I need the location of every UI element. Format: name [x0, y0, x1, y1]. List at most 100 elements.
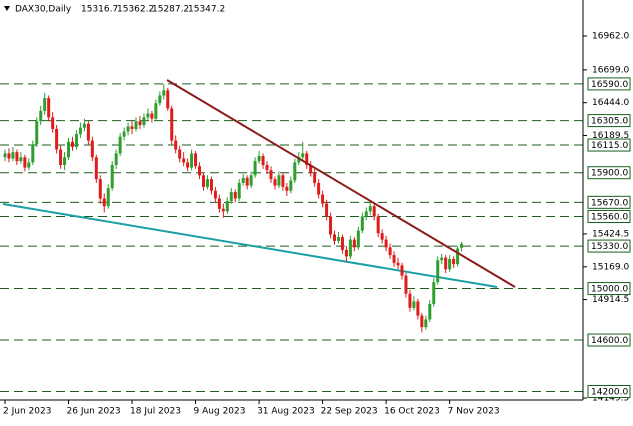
candle-body — [110, 164, 114, 189]
level-label: 15560.0 — [591, 212, 628, 222]
candle-body — [98, 179, 102, 199]
level-label-box — [587, 138, 631, 152]
level-label: 14600.0 — [591, 336, 628, 346]
candle-body — [237, 183, 241, 199]
candle-body — [336, 237, 340, 241]
candle-body — [27, 162, 31, 168]
level-label-box — [587, 195, 631, 209]
x-tick-label: 7 Nov 2023 — [448, 407, 500, 417]
candle-body — [209, 179, 213, 191]
header-open: 15316.7 — [81, 5, 118, 15]
candle-body — [170, 108, 174, 141]
candle-body — [126, 126, 130, 132]
candle-body — [428, 303, 432, 320]
candle-body — [47, 98, 51, 118]
x-tick-label: 26 Jun 2023 — [67, 407, 121, 417]
level-label: 15900.0 — [591, 169, 628, 179]
candle-body — [15, 152, 19, 162]
candle-body — [448, 258, 452, 270]
level-label-box — [587, 166, 631, 180]
candle-body — [293, 162, 297, 181]
candle-body — [217, 198, 221, 209]
candle-body — [241, 177, 245, 184]
candle-body — [221, 208, 225, 212]
symbol: DAX30,Daily — [15, 5, 72, 15]
candle-body — [7, 153, 11, 159]
candle-body — [134, 121, 138, 129]
candle-body — [329, 216, 333, 235]
y-tick-label: 15169.0 — [592, 262, 629, 272]
x-tick-label: 16 Oct 2023 — [384, 407, 440, 417]
candle-body — [70, 141, 74, 147]
candle-body — [122, 131, 126, 137]
candle-body — [368, 206, 372, 212]
candle-body — [364, 211, 368, 217]
candle-body — [158, 95, 162, 104]
candle-body — [281, 175, 285, 187]
candle-body — [325, 203, 329, 217]
candle-body — [190, 153, 194, 168]
candle-body — [166, 90, 170, 109]
candle-body — [182, 158, 186, 163]
candle-body — [138, 121, 142, 126]
candle-body — [344, 249, 348, 257]
candle-body — [35, 121, 39, 145]
x-tick-label: 2 Jun 2023 — [3, 407, 51, 417]
candle-body — [118, 136, 122, 154]
candle-body — [340, 237, 344, 250]
candle-body — [74, 134, 78, 147]
x-tick-label: 18 Jul 2023 — [130, 407, 181, 417]
candle-body — [82, 123, 86, 128]
x-tick-label: 9 Aug 2023 — [194, 407, 246, 417]
candle-body — [106, 188, 110, 207]
candle-body — [51, 117, 55, 129]
candle-body — [11, 152, 15, 159]
candle-body — [19, 157, 23, 162]
candle-body — [194, 153, 198, 167]
candle-body — [309, 164, 313, 173]
candle-body — [150, 113, 154, 119]
candle-body — [420, 315, 424, 328]
candle-body — [67, 141, 71, 158]
candle-body — [440, 257, 444, 261]
candle-body — [63, 157, 67, 165]
level-label: 16590.0 — [591, 80, 628, 90]
labels: 16962.0 16699.0 16444.0 16189.5 15424.5 15169… — [3, 32, 631, 417]
candle-body — [146, 113, 150, 118]
candle-body — [460, 243, 464, 248]
x-tick-label: 22 Sep 2023 — [321, 407, 378, 417]
candle-body — [245, 177, 249, 186]
candle-body — [305, 153, 309, 165]
candle-body — [289, 180, 293, 191]
y-tick-label: 14149.5 — [592, 394, 629, 404]
level-label-box — [587, 239, 631, 253]
candle-body — [86, 123, 90, 141]
candle-body — [408, 293, 412, 308]
level-label: 15000.0 — [591, 285, 628, 295]
candle-body — [436, 260, 440, 283]
y-tick-label: 16444.0 — [592, 98, 629, 108]
candle-body — [416, 301, 420, 316]
level-label: 16115.0 — [591, 141, 628, 151]
candle-body — [384, 239, 388, 248]
candle-body — [55, 128, 59, 150]
candle-body — [39, 110, 43, 122]
level-label-box — [587, 385, 631, 399]
candle-body — [297, 157, 301, 163]
candle-body — [174, 140, 178, 150]
resistance-trendline — [166, 79, 516, 288]
candle-body — [456, 248, 460, 265]
level-label: 15330.0 — [591, 242, 628, 252]
header-close: 15347.2 — [188, 5, 225, 15]
candle-body — [356, 230, 360, 248]
candle-body — [94, 157, 98, 180]
candle-body — [404, 275, 408, 294]
candle-body — [452, 258, 456, 265]
candle-body — [277, 175, 281, 186]
candles — [3, 83, 464, 333]
candle-body — [376, 216, 380, 234]
candle-body — [202, 175, 205, 187]
candle-body — [154, 103, 158, 119]
y-tick-label: 16962.0 — [592, 32, 629, 42]
candle-body — [59, 149, 63, 165]
